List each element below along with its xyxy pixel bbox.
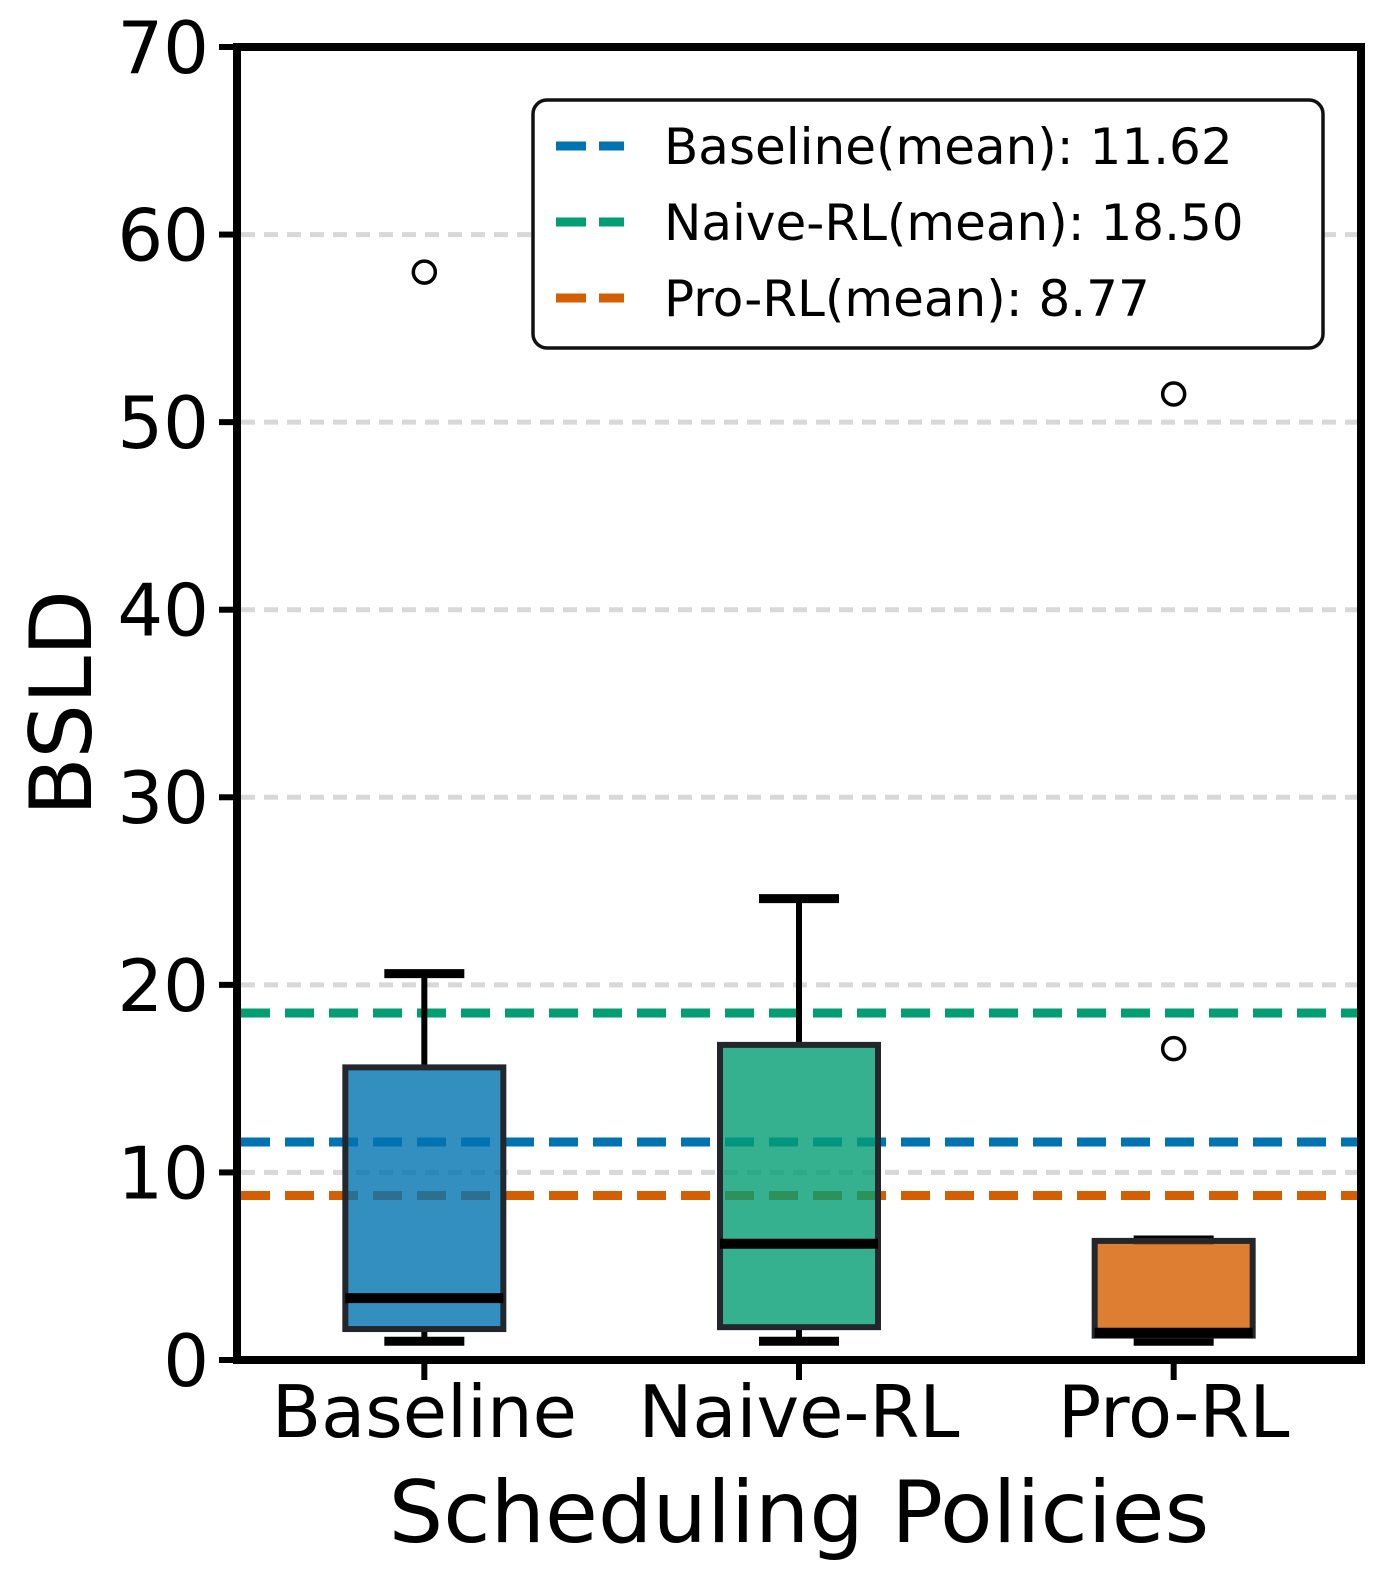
plot-border [233, 43, 1365, 1364]
x-tick-label-naive-rl: Naive-RL [638, 1370, 959, 1454]
y-tick-label-70: 70 [117, 6, 209, 90]
x-axis-label: Scheduling Policies [388, 1463, 1210, 1563]
outlier-pro-rl [1160, 1035, 1187, 1062]
x-tick-label-pro-rl: Pro-RL [1058, 1370, 1290, 1454]
y-tick-label-10: 10 [117, 1131, 209, 1215]
box-naive-rl [717, 1041, 881, 1331]
y-tick-label-30: 30 [117, 756, 209, 840]
y-tick-label-40: 40 [117, 569, 209, 653]
legend-box [531, 98, 1325, 350]
box-baseline [342, 1064, 507, 1333]
y-axis-label: BSLD [12, 589, 112, 817]
legend-entry-label-1: Naive-RL(mean): 18.50 [664, 194, 1244, 252]
x-tick-label-baseline: Baseline [272, 1370, 577, 1454]
y-tick-label-20: 20 [117, 944, 209, 1028]
y-tick-label-0: 0 [163, 1319, 209, 1403]
legend-entry-label-2: Pro-RL(mean): 8.77 [664, 270, 1150, 328]
y-tick-label-60: 60 [117, 193, 209, 277]
outlier-pro-rl [1160, 381, 1187, 407]
legend-entry-label-0: Baseline(mean): 11.62 [664, 118, 1233, 176]
box-pro-rl [1091, 1237, 1256, 1339]
y-tick-label-50: 50 [117, 381, 209, 465]
outlier-baseline [411, 259, 438, 285]
